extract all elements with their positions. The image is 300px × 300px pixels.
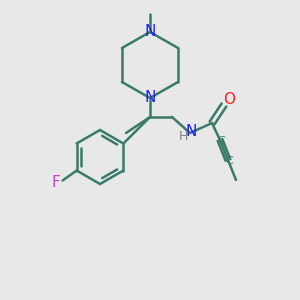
Text: C: C: [225, 156, 233, 166]
Text: N: N: [144, 91, 156, 106]
Text: N: N: [144, 25, 156, 40]
Text: H: H: [178, 130, 188, 143]
Text: F: F: [51, 175, 60, 190]
Text: O: O: [223, 92, 235, 107]
Text: N: N: [185, 124, 197, 140]
Text: C: C: [217, 136, 225, 146]
